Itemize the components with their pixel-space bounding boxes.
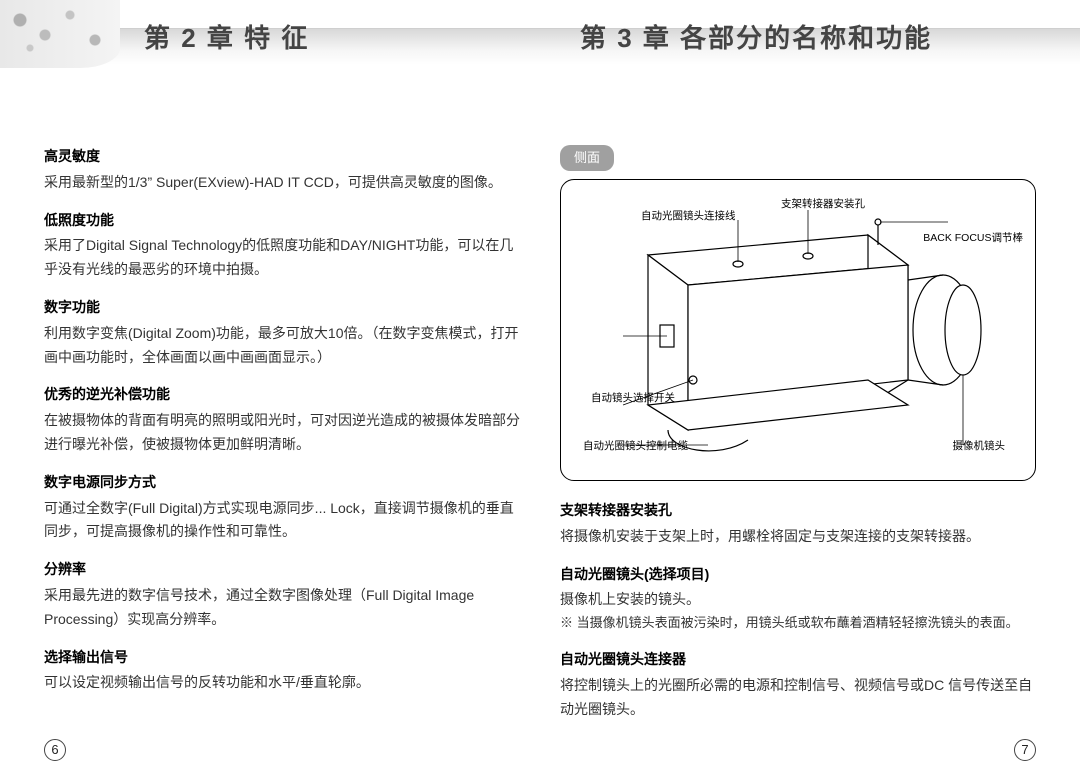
section-body: 摄像机上安装的镜头。	[560, 588, 1036, 612]
section-body: 采用了Digital Signal Technology的低照度功能和DAY/N…	[44, 234, 520, 282]
section-body: 利用数字变焦(Digital Zoom)功能，最多可放大10倍。（在数字变焦模式…	[44, 322, 520, 370]
section-title: 优秀的逆光补偿功能	[44, 383, 520, 407]
section-body: 在被摄物体的背面有明亮的照明或阳光时，可对因逆光造成的被摄体发暗部分进行曝光补偿…	[44, 409, 520, 457]
section-title: 自动光圈镜头(选择项目)	[560, 563, 1036, 587]
section-body: 将摄像机安装于支架上时，用螺栓将固定与支架连接的支架转接器。	[560, 525, 1036, 549]
page-number-left: 6	[44, 739, 66, 761]
part-section: 支架转接器安装孔 将摄像机安装于支架上时，用螺栓将固定与支架连接的支架转接器。	[560, 499, 1036, 549]
feature-section: 选择输出信号 可以设定视频输出信号的反转功能和水平/垂直轮廓。	[44, 646, 520, 696]
section-body: 采用最先进的数字信号技术，通过全数字图像处理（Full Digital Imag…	[44, 584, 520, 632]
camera-diagram: 自动光圈镜头连接线 支架转接器安装孔 BACK FOCUS调节棒 自动镜头选择开…	[560, 179, 1036, 481]
diagram-label-back-focus: BACK FOCUS调节棒	[923, 230, 1023, 248]
section-title: 数字电源同步方式	[44, 471, 520, 495]
section-body: 采用最新型的1/3” Super(EXview)-HAD IT CCD，可提供高…	[44, 171, 520, 195]
part-section: 自动光圈镜头连接器 将控制镜头上的光圈所必需的电源和控制信号、视频信号或DC 信…	[560, 648, 1036, 721]
section-body: 将控制镜头上的光圈所必需的电源和控制信号、视频信号或DC 信号传送至自动光圈镜头…	[560, 674, 1036, 722]
feature-section: 数字电源同步方式 可通过全数字(Full Digital)方式实现电源同步...…	[44, 471, 520, 544]
section-title: 数字功能	[44, 296, 520, 320]
diagram-label-mount-hole: 支架转接器安装孔	[781, 196, 865, 214]
section-body: 可通过全数字(Full Digital)方式实现电源同步... Lock，直接调…	[44, 497, 520, 545]
feature-section: 优秀的逆光补偿功能 在被摄物体的背面有明亮的照明或阳光时，可对因逆光造成的被摄体…	[44, 383, 520, 456]
side-view-label: 侧面	[560, 145, 614, 171]
diagram-label-iris-cable: 自动光圈镜头控制电缆	[583, 438, 688, 456]
section-body: 可以设定视频输出信号的反转功能和水平/垂直轮廓。	[44, 671, 520, 695]
diagram-label-camera-lens: 摄像机镜头	[953, 438, 1006, 456]
section-title: 低照度功能	[44, 209, 520, 233]
left-page: 第 2 章 特 征 高灵敏度 采用最新型的1/3” Super(EXview)-…	[0, 0, 540, 779]
feature-section: 分辨率 采用最先进的数字信号技术，通过全数字图像处理（Full Digital …	[44, 558, 520, 631]
diagram-label-cable-line: 自动光圈镜头连接线	[641, 208, 736, 226]
feature-section: 低照度功能 采用了Digital Signal Technology的低照度功能…	[44, 209, 520, 282]
chapter-title-right: 第 3 章 各部分的名称和功能	[580, 18, 1036, 55]
part-section: 自动光圈镜头(选择项目) 摄像机上安装的镜头。 ※ 当摄像机镜头表面被污染时，用…	[560, 563, 1036, 635]
left-content: 高灵敏度 采用最新型的1/3” Super(EXview)-HAD IT CCD…	[44, 145, 520, 695]
camera-diagram-svg	[561, 180, 1035, 480]
section-title: 自动光圈镜头连接器	[560, 648, 1036, 672]
page-number-right: 7	[1014, 739, 1036, 761]
section-title: 高灵敏度	[44, 145, 520, 169]
section-title: 分辨率	[44, 558, 520, 582]
right-content: 侧面	[560, 145, 1036, 722]
feature-section: 高灵敏度 采用最新型的1/3” Super(EXview)-HAD IT CCD…	[44, 145, 520, 195]
feature-section: 数字功能 利用数字变焦(Digital Zoom)功能，最多可放大10倍。（在数…	[44, 296, 520, 369]
section-title: 选择输出信号	[44, 646, 520, 670]
section-title: 支架转接器安装孔	[560, 499, 1036, 523]
section-note: ※ 当摄像机镜头表面被污染时，用镜头纸或软布蘸着酒精轻轻擦洗镜头的表面。	[560, 612, 1036, 634]
page-spread: 第 2 章 特 征 高灵敏度 采用最新型的1/3” Super(EXview)-…	[0, 0, 1080, 779]
right-page: 第 3 章 各部分的名称和功能 侧面	[540, 0, 1080, 779]
diagram-label-auto-switch: 自动镜头选择开关	[591, 390, 675, 408]
chapter-title-left: 第 2 章 特 征	[144, 18, 520, 55]
